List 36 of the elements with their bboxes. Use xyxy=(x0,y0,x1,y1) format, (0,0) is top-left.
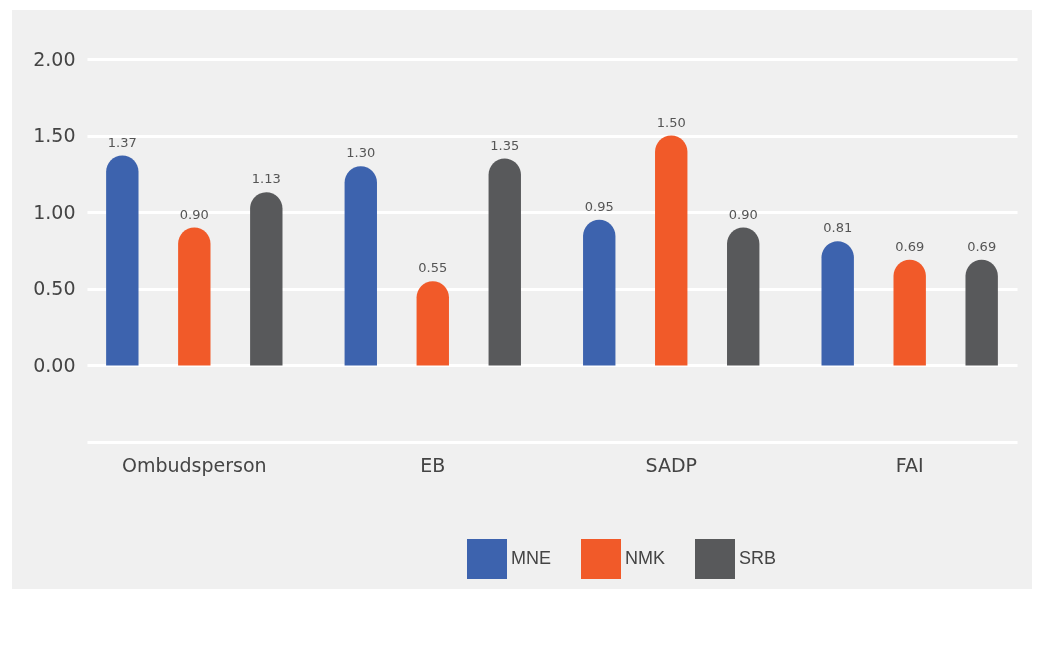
bar xyxy=(583,219,616,366)
bar xyxy=(250,192,283,366)
data-label: 1.50 xyxy=(656,114,686,130)
x-tick-label: Ombudsperson xyxy=(121,453,267,476)
y-tick-label: 2.00 xyxy=(33,47,76,70)
bar xyxy=(178,227,211,366)
bar xyxy=(727,227,760,366)
data-label: 0.69 xyxy=(895,238,925,254)
legend-label: MNE xyxy=(511,548,551,568)
data-label: 0.90 xyxy=(179,206,209,222)
x-tick-label: FAI xyxy=(895,453,924,476)
legend-label: SRB xyxy=(739,548,777,568)
data-label: 1.13 xyxy=(251,171,281,187)
data-label: 1.37 xyxy=(107,134,137,150)
y-tick-label: 0.00 xyxy=(33,353,76,376)
bar xyxy=(893,259,926,366)
x-tick-label: SADP xyxy=(645,453,697,476)
bar xyxy=(965,259,998,366)
x-tick-label: EB xyxy=(420,453,446,476)
bar xyxy=(821,241,854,366)
data-label: 0.55 xyxy=(418,260,448,276)
y-tick-label: 1.50 xyxy=(33,124,76,147)
legend-label: NMK xyxy=(625,548,665,568)
y-tick-label: 0.50 xyxy=(33,277,76,300)
data-label: 0.81 xyxy=(823,220,853,236)
data-label: 1.30 xyxy=(346,145,376,161)
data-label: 0.90 xyxy=(728,206,758,222)
y-tick-label: 1.00 xyxy=(33,200,76,223)
data-label: 0.69 xyxy=(967,238,997,254)
bar xyxy=(106,155,139,366)
bar xyxy=(344,166,377,366)
bar xyxy=(488,158,521,366)
data-label: 1.35 xyxy=(490,137,520,153)
data-label: 0.95 xyxy=(584,198,614,214)
bar xyxy=(655,135,688,366)
bar xyxy=(416,281,449,366)
